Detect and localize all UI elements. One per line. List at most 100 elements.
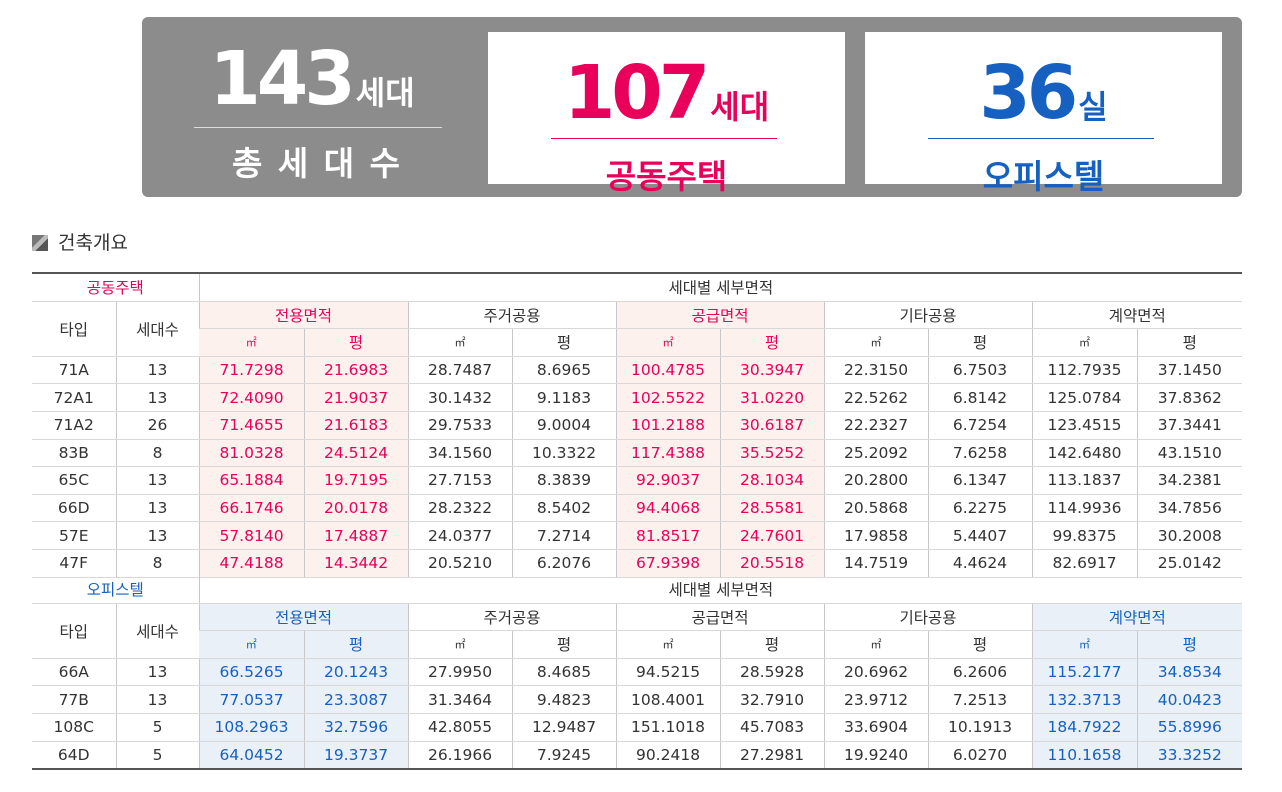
apartment-unit: 세대 <box>710 88 770 126</box>
area-value: 66.5265 <box>198 658 305 687</box>
area-table: 오피스텔 세대별 세부면적 타입 세대수 전용면적 주거공용 공급면적 기타공용 계약면적 ㎡ 평 ㎡… <box>32 576 1243 771</box>
data-row: 66D 13 66.1746 20.0178 28.2322 8.5402 94.4068 2… <box>32 494 1243 523</box>
row-label: 13 <box>115 658 200 687</box>
area-value: 6.8142 <box>927 383 1033 412</box>
row-label: 71A2 <box>32 411 116 440</box>
unit-label: ㎡ <box>1031 630 1138 659</box>
area-header: 공급면적 <box>615 301 825 330</box>
unit-label: ㎡ <box>1031 328 1138 357</box>
area-header: 공급면적 <box>615 603 825 632</box>
area-value: 9.4823 <box>511 685 617 714</box>
area-header: 전용면적 <box>198 301 409 330</box>
area-value: 35.5252 <box>719 439 825 468</box>
row-label: 8 <box>115 549 200 578</box>
area-value: 40.0423 <box>1136 685 1243 714</box>
area-value: 71.7298 <box>198 356 305 385</box>
area-value: 90.2418 <box>615 741 721 770</box>
area-value: 10.1913 <box>927 713 1033 742</box>
total-unit: 세대 <box>355 74 415 112</box>
area-value: 28.2322 <box>407 494 513 523</box>
row-label: 13 <box>115 494 200 523</box>
area-value: 25.0142 <box>1136 549 1243 578</box>
column-label: 세대수 <box>115 603 200 659</box>
area-value: 6.2275 <box>927 494 1033 523</box>
area-value: 21.6183 <box>303 411 409 440</box>
row-label: 57E <box>32 521 116 550</box>
area-value: 94.5215 <box>615 658 721 687</box>
area-value: 22.5262 <box>823 383 929 412</box>
row-label: 13 <box>115 685 200 714</box>
row-label: 83B <box>32 439 116 468</box>
area-value: 27.7153 <box>407 466 513 495</box>
row-label: 77B <box>32 685 116 714</box>
area-value: 7.2714 <box>511 521 617 550</box>
area-value: 17.4887 <box>303 521 409 550</box>
row-label: 108C <box>32 713 116 742</box>
area-value: 6.0270 <box>927 741 1033 770</box>
area-value: 9.0004 <box>511 411 617 440</box>
area-value: 110.1658 <box>1031 741 1138 770</box>
area-value: 20.2800 <box>823 466 929 495</box>
column-label: 타입 <box>32 603 116 659</box>
area-value: 77.0537 <box>198 685 305 714</box>
area-value: 92.9037 <box>615 466 721 495</box>
officetel-box: 36 실 오피스텔 <box>865 32 1222 196</box>
unit-row: ㎡ 평 ㎡ 평 ㎡ 평 ㎡ 평 ㎡ 평 <box>32 328 1243 357</box>
data-row: 47F 8 47.4188 14.3442 20.5210 6.2076 67.9398 20… <box>32 549 1243 578</box>
area-value: 14.3442 <box>303 549 409 578</box>
unit-label: 평 <box>927 630 1033 659</box>
area-value: 184.7922 <box>1031 713 1138 742</box>
data-row: 77B 13 77.0537 23.3087 31.3464 9.4823 108.4001… <box>32 685 1243 714</box>
group-label: 공동주택 <box>32 273 200 302</box>
unit-label: 평 <box>303 630 409 659</box>
officetel-unit: 실 <box>1078 88 1108 126</box>
area-value: 20.0178 <box>303 494 409 523</box>
area-value: 9.1183 <box>511 383 617 412</box>
area-value: 10.3322 <box>511 439 617 468</box>
unit-label: ㎡ <box>407 328 513 357</box>
area-header: 기타공용 <box>823 301 1033 330</box>
row-label: 8 <box>115 439 200 468</box>
area-value: 114.9936 <box>1031 494 1138 523</box>
data-row: 57E 13 57.8140 17.4887 24.0377 7.2714 81.8517 2… <box>32 521 1243 550</box>
area-value: 37.1450 <box>1136 356 1243 385</box>
area-value: 20.5518 <box>719 549 825 578</box>
total-figure: 143 세대 <box>172 36 452 122</box>
area-value: 43.1510 <box>1136 439 1243 468</box>
area-value: 6.7254 <box>927 411 1033 440</box>
area-value: 67.9398 <box>615 549 721 578</box>
area-value: 66.1746 <box>198 494 305 523</box>
area-value: 33.3252 <box>1136 741 1243 770</box>
area-value: 20.1243 <box>303 658 409 687</box>
area-value: 117.4388 <box>615 439 721 468</box>
area-value: 8.3839 <box>511 466 617 495</box>
row-label: 13 <box>115 356 200 385</box>
area-value: 14.7519 <box>823 549 929 578</box>
data-row: 65C 13 65.1884 19.7195 27.7153 8.3839 92.9037 2… <box>32 466 1243 495</box>
data-row: 64D 5 64.0452 19.3737 26.1966 7.9245 90.2418 27… <box>32 741 1243 770</box>
unit-label: 평 <box>303 328 409 357</box>
data-row: 71A 13 71.7298 21.6983 28.7487 8.6965 100.4785… <box>32 356 1243 385</box>
area-value: 32.7910 <box>719 685 825 714</box>
row-label: 47F <box>32 549 116 578</box>
area-value: 28.7487 <box>407 356 513 385</box>
unit-label: ㎡ <box>407 630 513 659</box>
data-row: 72A1 13 72.4090 21.9037 30.1432 9.1183 102.552… <box>32 383 1243 412</box>
summary-banner: 143 세대 총 세 대 수 107 세대 공동주택 36 실 오피스텔 <box>142 17 1242 197</box>
area-value: 24.7601 <box>719 521 825 550</box>
area-value: 55.8996 <box>1136 713 1243 742</box>
area-value: 22.3150 <box>823 356 929 385</box>
area-value: 29.7533 <box>407 411 513 440</box>
area-value: 94.4068 <box>615 494 721 523</box>
row-label: 64D <box>32 741 116 770</box>
area-value: 108.4001 <box>615 685 721 714</box>
area-value: 30.1432 <box>407 383 513 412</box>
area-value: 23.9712 <box>823 685 929 714</box>
area-value: 6.1347 <box>927 466 1033 495</box>
area-value: 113.1837 <box>1031 466 1138 495</box>
column-label: 세대수 <box>115 301 200 357</box>
area-value: 12.9487 <box>511 713 617 742</box>
area-value: 108.2963 <box>198 713 305 742</box>
unit-label: 평 <box>511 630 617 659</box>
area-value: 34.7856 <box>1136 494 1243 523</box>
